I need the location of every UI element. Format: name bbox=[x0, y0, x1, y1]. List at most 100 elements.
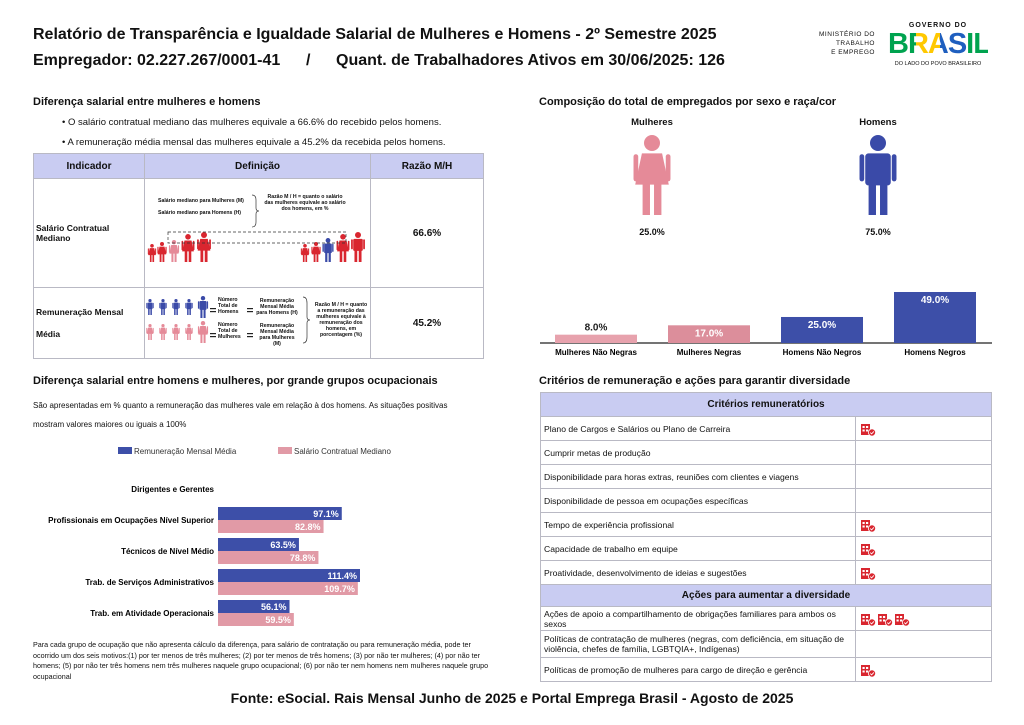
window bbox=[866, 670, 869, 673]
employer: Empregador: 02.227.267/0001-41 bbox=[33, 52, 281, 69]
icons bbox=[861, 614, 911, 627]
icons bbox=[861, 520, 876, 533]
operator-bar bbox=[210, 308, 216, 310]
icons bbox=[861, 568, 876, 581]
head bbox=[185, 234, 191, 240]
leg bbox=[174, 333, 176, 340]
leg bbox=[163, 333, 165, 340]
leg bbox=[343, 250, 347, 262]
building bbox=[861, 614, 870, 625]
group-label: Mulheres bbox=[631, 117, 673, 128]
ministry-logo: MINISTÉRIO DO TRABALHO E EMPREGO bbox=[800, 30, 875, 57]
leg bbox=[200, 309, 203, 318]
footer: Fonte: eSocial. Rais Mensal Junho de 202… bbox=[230, 690, 794, 706]
operator-bar bbox=[247, 333, 253, 335]
arm bbox=[165, 302, 167, 309]
person-icon bbox=[146, 324, 154, 340]
window bbox=[862, 522, 865, 524]
leg bbox=[163, 308, 165, 315]
window bbox=[866, 429, 869, 432]
head bbox=[201, 232, 207, 238]
arm bbox=[363, 239, 365, 250]
value-label: 109.7% bbox=[324, 584, 355, 594]
leg bbox=[176, 308, 178, 315]
leg bbox=[171, 253, 174, 262]
category-label: Técnicos de Nível Médio bbox=[121, 547, 214, 556]
leg bbox=[358, 250, 362, 262]
bar bbox=[668, 325, 750, 343]
category-label: Dirigentes e Gerentes bbox=[131, 485, 214, 494]
body bbox=[146, 327, 154, 334]
arm bbox=[319, 246, 321, 254]
arm bbox=[206, 301, 209, 309]
arm bbox=[332, 243, 334, 252]
window bbox=[862, 570, 865, 572]
arm bbox=[191, 327, 193, 334]
person-icon bbox=[147, 244, 157, 262]
leg bbox=[203, 334, 206, 343]
company-icon bbox=[895, 614, 911, 627]
bullet: • A remuneração média mensal das mulhere… bbox=[62, 137, 446, 148]
def-text: Número Total de Mulheres bbox=[218, 322, 241, 340]
arm bbox=[152, 327, 154, 334]
arm bbox=[165, 246, 167, 254]
arm bbox=[891, 154, 897, 182]
building bbox=[861, 424, 870, 435]
window bbox=[862, 667, 865, 669]
body bbox=[157, 246, 167, 255]
check-badge bbox=[867, 618, 876, 627]
category-label: Homens Não Negros bbox=[783, 348, 862, 357]
body bbox=[353, 238, 363, 251]
leg bbox=[203, 309, 206, 318]
ratio: 45.2% bbox=[370, 287, 484, 359]
head bbox=[160, 242, 164, 246]
leg bbox=[152, 254, 155, 262]
arm bbox=[859, 154, 865, 182]
window bbox=[862, 573, 865, 576]
legend-swatch bbox=[278, 447, 292, 454]
window bbox=[866, 619, 869, 622]
building bbox=[861, 520, 870, 531]
gov-name: BRASIL bbox=[888, 28, 991, 60]
separator: / bbox=[306, 52, 311, 69]
body bbox=[173, 302, 179, 310]
leg bbox=[148, 333, 150, 340]
check-badge bbox=[867, 548, 876, 557]
person-icon bbox=[185, 299, 193, 315]
body bbox=[635, 153, 669, 185]
company-icon bbox=[861, 424, 876, 437]
body bbox=[160, 302, 166, 310]
head bbox=[174, 299, 178, 303]
workers: Quant. de Trabalhadores Ativos em 30/06/… bbox=[336, 52, 725, 69]
person-icon bbox=[300, 244, 310, 262]
bar bbox=[781, 316, 863, 343]
title: Relatório de Transparência e Igualdade S… bbox=[33, 26, 717, 43]
check bbox=[869, 527, 875, 531]
head bbox=[355, 232, 361, 238]
window bbox=[879, 619, 882, 622]
value-label: 49.0% bbox=[921, 295, 949, 306]
arm bbox=[146, 302, 148, 309]
person-icon bbox=[157, 242, 167, 262]
check bbox=[869, 575, 875, 579]
bullet: • O salário contratual mediano das mulhe… bbox=[62, 117, 442, 128]
leg bbox=[150, 308, 152, 315]
legend-label: Salário Contratual Mediano bbox=[294, 447, 391, 456]
body bbox=[185, 327, 193, 334]
head bbox=[161, 324, 165, 328]
leg bbox=[642, 183, 650, 215]
arm bbox=[191, 302, 193, 309]
arm bbox=[347, 240, 350, 251]
arm bbox=[152, 302, 154, 309]
section-title: Diferença salarial entre homens e mulher… bbox=[33, 375, 438, 387]
window bbox=[866, 667, 869, 669]
head bbox=[870, 135, 886, 151]
def-text: Remuneração Mensal Média para Mulheres (… bbox=[259, 323, 295, 347]
leg bbox=[161, 333, 163, 340]
body bbox=[311, 246, 321, 255]
head bbox=[148, 299, 152, 303]
section-title: Composição do total de empregados por se… bbox=[539, 96, 837, 108]
arm bbox=[351, 239, 353, 250]
